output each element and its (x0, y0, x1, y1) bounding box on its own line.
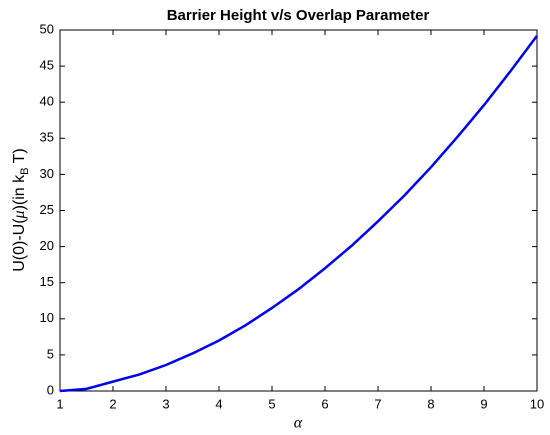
y-tick-label: 20 (40, 238, 54, 253)
data-line (59, 35, 539, 393)
y-tick-label: 10 (40, 310, 54, 325)
axes-box (59, 29, 538, 392)
y-tick-label: 25 (40, 202, 54, 217)
chart-title: Barrier Height v/s Overlap Parameter (167, 7, 430, 24)
x-tick-label: 9 (480, 396, 487, 411)
x-tick-label: 7 (374, 396, 381, 411)
x-tick-label: 1 (56, 396, 63, 411)
x-tick-label: 8 (427, 396, 434, 411)
y-tick-label: 5 (47, 346, 54, 361)
y-tick-label: 15 (40, 274, 54, 289)
y-label-part: )(in k (11, 174, 28, 211)
x-tick-label: 2 (109, 396, 116, 411)
y-tick-label: 50 (40, 21, 54, 36)
x-tick-label: 5 (268, 396, 275, 411)
y-label-part: T) (11, 148, 28, 167)
x-tick-label: 10 (530, 396, 544, 411)
x-tick-label: 6 (321, 396, 328, 411)
y-label-part: B (19, 168, 31, 175)
x-axis-label: α (294, 415, 303, 432)
x-tick-label: 4 (215, 396, 222, 411)
y-tick-label: 35 (40, 130, 54, 145)
y-label-part: U(0)-U( (11, 218, 28, 272)
y-tick-label: 45 (40, 58, 54, 73)
y-tick-label: 40 (40, 94, 54, 109)
x-tick-label: 3 (162, 396, 169, 411)
y-tick-label: 0 (47, 382, 54, 397)
y-label-part: μ (11, 210, 28, 219)
y-axis-label: U(0)-U(μ)(in kB T) (11, 148, 31, 272)
y-tick-label: 30 (40, 166, 54, 181)
